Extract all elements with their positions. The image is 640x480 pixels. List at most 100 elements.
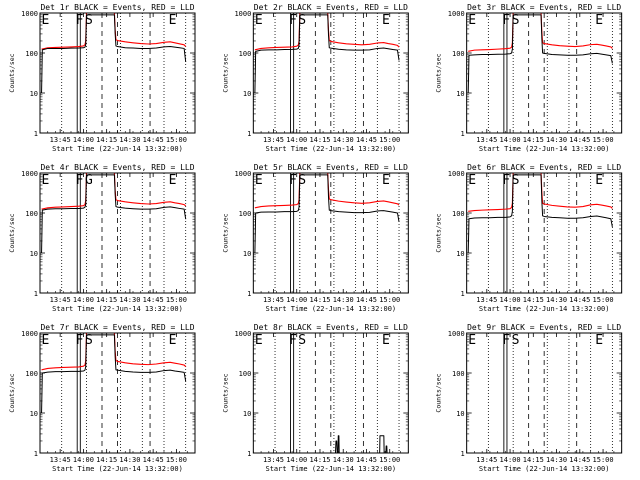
y-axis-label: Counts/sec: [8, 373, 16, 412]
flag-marker-s: S: [512, 173, 520, 188]
y-tick-label: 1: [460, 130, 464, 138]
flag-marker-f: F: [289, 13, 297, 28]
y-axis-label: Counts/sec: [221, 53, 229, 92]
y-tick-label: 100: [452, 370, 465, 378]
x-tick-label: 14:45: [356, 136, 377, 144]
x-axis-label: Start Time (22-Jun-14 13:32:00): [52, 145, 183, 153]
flag-marker-e: E: [382, 173, 390, 188]
x-tick-label: 14:30: [119, 296, 140, 304]
panel-title: Det 9r BLACK = Events, RED = LLD: [467, 323, 621, 332]
flag-marker-f: F: [76, 13, 84, 28]
y-tick-label: 1000: [234, 330, 251, 338]
x-tick-label: 14:15: [523, 296, 544, 304]
y-axis-label: Counts/sec: [435, 213, 443, 252]
flag-marker-s: S: [512, 13, 520, 28]
x-tick-label: 14:45: [569, 296, 590, 304]
flag-marker-e: E: [468, 13, 476, 28]
flag-marker-e: E: [595, 333, 603, 348]
x-tick-label: 14:15: [96, 136, 117, 144]
y-axis-label: Counts/sec: [435, 373, 443, 412]
y-tick-label: 1000: [448, 330, 465, 338]
x-tick-label: 14:15: [309, 456, 330, 464]
y-tick-label: 1000: [21, 330, 38, 338]
y-tick-label: 100: [452, 50, 465, 58]
x-tick-label: 14:30: [333, 136, 354, 144]
x-tick-label: 15:00: [166, 136, 187, 144]
x-tick-label: 14:15: [96, 456, 117, 464]
series-events-line: [467, 14, 613, 94]
x-axis-label: Start Time (22-Jun-14 13:32:00): [479, 145, 610, 153]
flag-marker-f: F: [502, 333, 510, 348]
x-axis-label: Start Time (22-Jun-14 13:32:00): [266, 145, 397, 153]
x-tick-label: 14:30: [333, 296, 354, 304]
y-axis-label: Counts/sec: [8, 213, 16, 252]
series-lld-line: [41, 333, 187, 371]
panel-title: Det 7r BLACK = Events, RED = LLD: [40, 323, 194, 332]
x-tick-label: 14:30: [546, 296, 567, 304]
y-tick-label: 100: [25, 210, 38, 218]
x-tick-label: 14:00: [286, 456, 307, 464]
y-tick-label: 100: [239, 370, 252, 378]
y-tick-label: 1: [460, 290, 464, 298]
x-tick-label: 14:45: [356, 296, 377, 304]
flag-marker-e: E: [382, 333, 390, 348]
x-tick-label: 13:45: [50, 136, 71, 144]
x-tick-label: 14:45: [569, 456, 590, 464]
x-tick-label: 14:00: [500, 136, 521, 144]
flag-marker-e: E: [169, 333, 177, 348]
x-axis-label: Start Time (22-Jun-14 13:32:00): [52, 465, 183, 473]
flag-marker-e: E: [595, 13, 603, 28]
flag-marker-g: G: [85, 173, 93, 188]
series-lld-line: [468, 13, 613, 52]
flag-marker-e: E: [255, 173, 263, 188]
x-tick-label: 14:15: [96, 296, 117, 304]
flag-marker-f: F: [289, 333, 297, 348]
x-tick-label: 15:00: [166, 296, 187, 304]
flag-marker-f: F: [76, 333, 84, 348]
x-tick-label: 15:00: [593, 136, 614, 144]
series-group: [254, 13, 400, 94]
panel-title: Det 6r BLACK = Events, RED = LLD: [467, 163, 621, 172]
flag-marker-e: E: [42, 173, 50, 188]
y-tick-label: 10: [243, 410, 251, 418]
y-tick-label: 100: [25, 370, 38, 378]
x-tick-label: 13:45: [263, 296, 284, 304]
flag-marker-e: E: [382, 13, 390, 28]
x-tick-label: 14:30: [119, 136, 140, 144]
x-tick-label: 14:15: [309, 296, 330, 304]
series-events-line: [41, 174, 187, 254]
flag-marker-f: F: [502, 13, 510, 28]
panel-title: Det 4r BLACK = Events, RED = LLD: [40, 163, 194, 172]
x-tick-label: 14:30: [333, 456, 354, 464]
y-tick-label: 1000: [21, 10, 38, 18]
x-tick-label: 14:00: [500, 296, 521, 304]
flag-marker-s: S: [298, 13, 306, 28]
y-axis-label: Counts/sec: [221, 373, 229, 412]
flag-marker-e: E: [468, 333, 476, 348]
x-tick-label: 13:45: [476, 296, 497, 304]
y-tick-label: 1000: [234, 170, 251, 178]
x-tick-label: 14:30: [119, 456, 140, 464]
series-group: [253, 435, 409, 453]
panel-title: Det 2r BLACK = Events, RED = LLD: [254, 3, 408, 12]
panel-title: Det 8r BLACK = Events, RED = LLD: [254, 323, 408, 332]
flag-marker-e: E: [169, 13, 177, 28]
flag-marker-e: E: [255, 13, 263, 28]
panel-title: Det 1r BLACK = Events, RED = LLD: [40, 3, 194, 12]
y-tick-label: 1000: [448, 10, 465, 18]
x-tick-label: 14:45: [143, 456, 164, 464]
y-tick-label: 1: [34, 450, 38, 458]
flag-marker-e: E: [42, 13, 50, 28]
x-tick-label: 14:15: [523, 456, 544, 464]
x-axis-label: Start Time (22-Jun-14 13:32:00): [479, 465, 610, 473]
series-group: [41, 333, 187, 414]
y-tick-label: 1: [247, 450, 251, 458]
flag-marker-e: E: [169, 173, 177, 188]
y-tick-label: 1: [34, 290, 38, 298]
